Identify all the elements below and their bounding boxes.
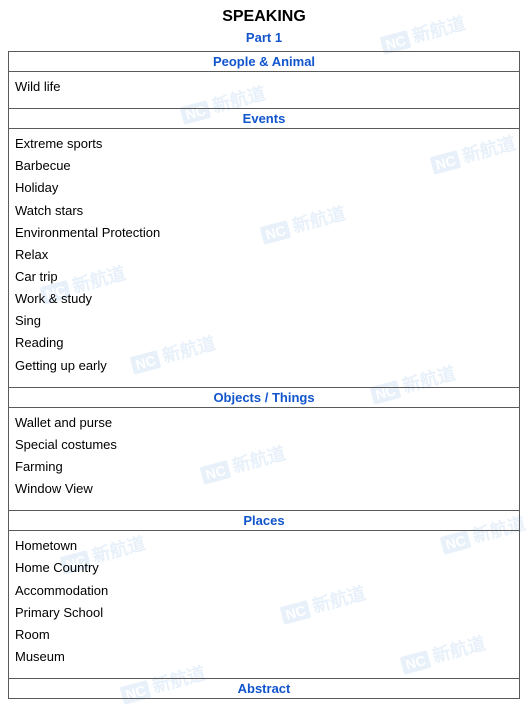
list-item: Wallet and purse [15, 412, 513, 434]
part-label: Part 1 [8, 30, 520, 45]
list-item: Getting up early [15, 355, 513, 377]
list-item: Primary School [15, 602, 513, 624]
list-item: Accommodation [15, 580, 513, 602]
list-item: Museum [15, 646, 513, 668]
list-item: Barbecue [15, 155, 513, 177]
list-item: Car trip [15, 266, 513, 288]
list-item: Home Country [15, 557, 513, 579]
section-header: Abstract [9, 679, 520, 699]
page-title: SPEAKING [8, 8, 520, 26]
list-item: Hometown [15, 535, 513, 557]
list-item: Special costumes [15, 434, 513, 456]
section-body: Wallet and purseSpecial costumesFarmingW… [9, 407, 520, 511]
section-body: Wild life [9, 72, 520, 109]
list-item: Watch stars [15, 200, 513, 222]
section-body: HometownHome CountryAccommodationPrimary… [9, 531, 520, 679]
topics-table: People & AnimalWild lifeEventsExtreme sp… [8, 51, 520, 699]
list-item: Extreme sports [15, 133, 513, 155]
list-item: Reading [15, 332, 513, 354]
list-item: Window View [15, 478, 513, 500]
list-item: Sing [15, 310, 513, 332]
section-header: Events [9, 109, 520, 129]
list-item: Work & study [15, 288, 513, 310]
list-item: Holiday [15, 177, 513, 199]
list-item: Wild life [15, 76, 513, 98]
section-header: People & Animal [9, 52, 520, 72]
list-item: Relax [15, 244, 513, 266]
list-item: Room [15, 624, 513, 646]
section-header: Places [9, 511, 520, 531]
list-item: Environmental Protection [15, 222, 513, 244]
document-content: SPEAKING Part 1 People & Animal Wild life… [8, 8, 520, 699]
section-header: Objects / Things [9, 387, 520, 407]
section-body: Extreme sportsBarbecueHolidayWatch stars… [9, 129, 520, 388]
table-body: People & AnimalWild lifeEventsExtreme sp… [9, 52, 520, 699]
list-item: Farming [15, 456, 513, 478]
